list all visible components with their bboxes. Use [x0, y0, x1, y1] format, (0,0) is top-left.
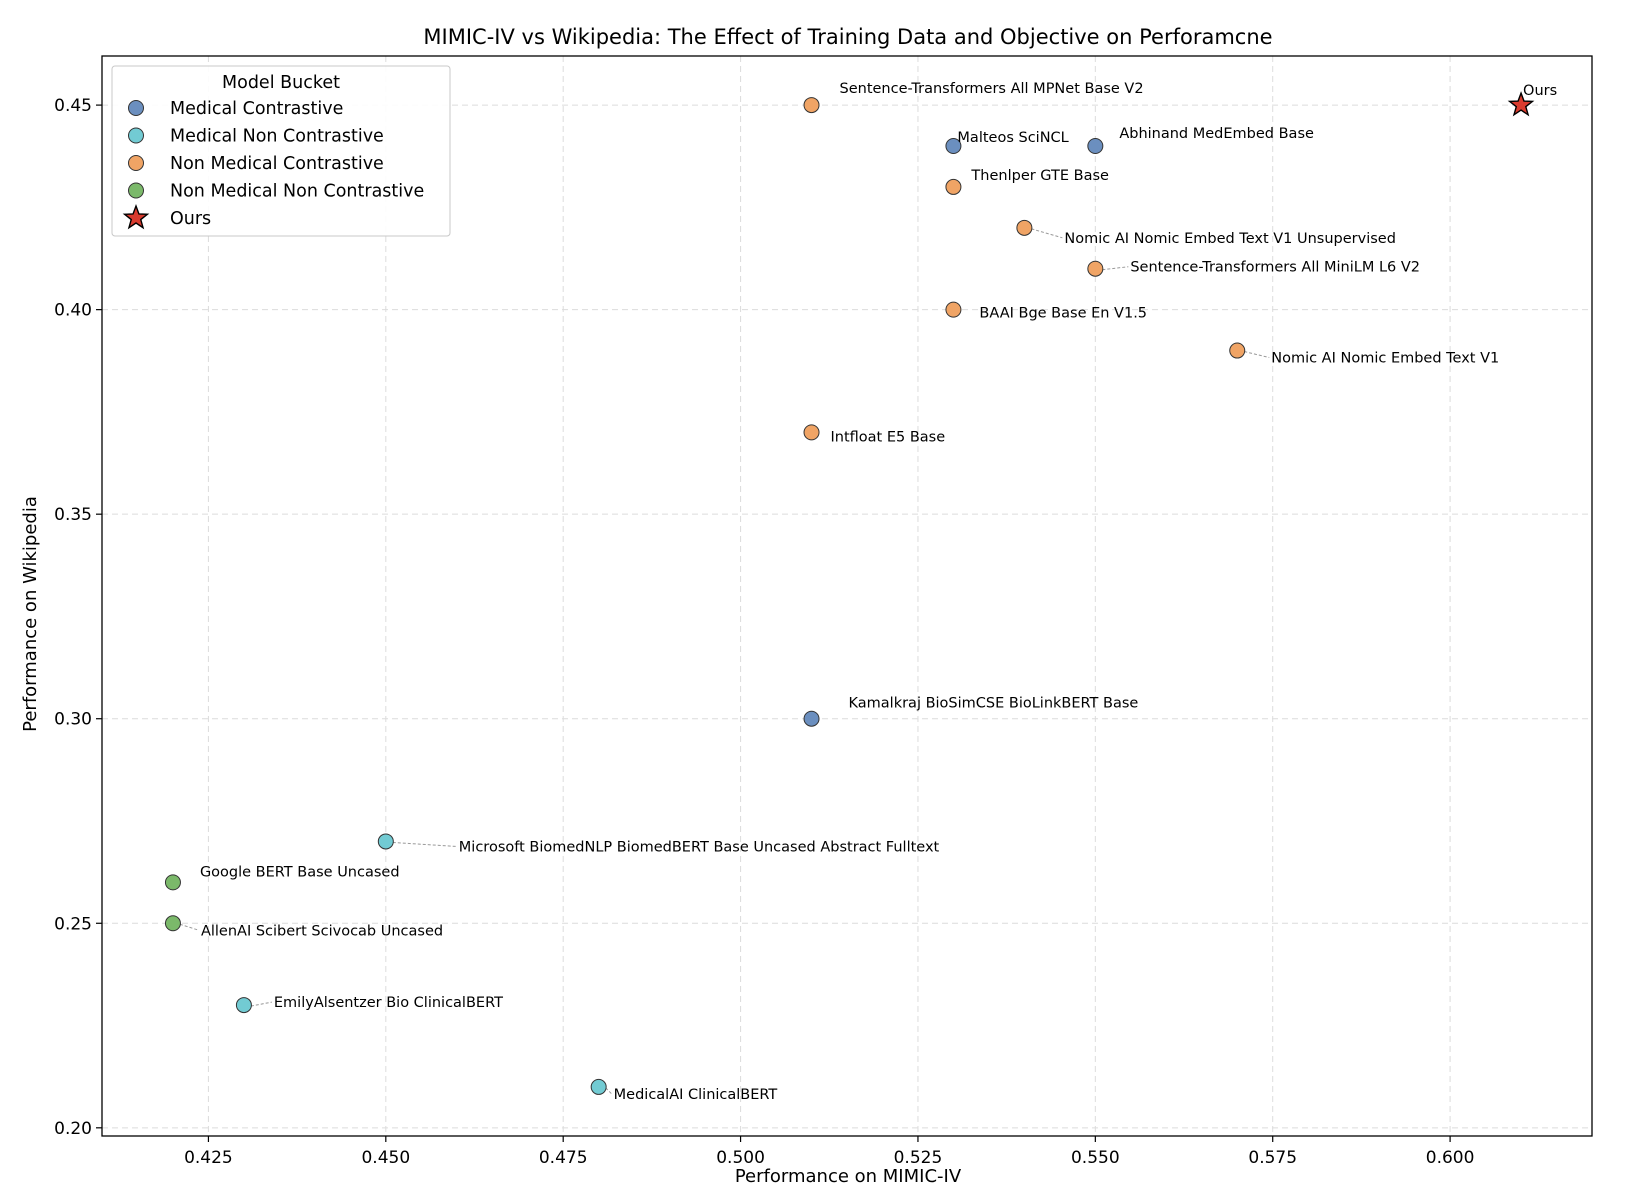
legend-entry-label: Ours: [170, 209, 211, 229]
point-label: Malteos SciNCL: [957, 130, 1068, 146]
label-leader-line: [1244, 351, 1270, 359]
point-label: Sentence-Transformers All MiniLM L6 V2: [1130, 260, 1420, 276]
y-tick-label: 0.25: [54, 914, 92, 934]
point-label: Sentence-Transformers All MPNet Base V2: [840, 81, 1144, 97]
label-leaders: [179, 228, 1270, 1095]
x-axis-label: Performance on MIMIC-IV: [735, 1166, 962, 1187]
point-label: Nomic AI Nomic Embed Text V1: [1271, 351, 1499, 367]
point-label: Nomic AI Nomic Embed Text V1 Unsupervise…: [1064, 231, 1396, 247]
x-tick-label: 0.425: [184, 1148, 233, 1168]
legend-entry-label: Medical Contrastive: [170, 99, 343, 119]
data-point: [164, 874, 181, 891]
x-tick-label: 0.525: [894, 1148, 943, 1168]
point-label: MedicalAI ClinicalBERT: [614, 1087, 778, 1103]
label-leader-line: [605, 1087, 613, 1095]
legend-marker-star: [122, 203, 150, 230]
legend-entry-label: Non Medical Contrastive: [170, 154, 384, 174]
point-label: Abhinand MedEmbed Base: [1119, 126, 1314, 142]
point-label: Microsoft BiomedNLP BiomedBERT Base Unca…: [459, 839, 940, 855]
point-label: AllenAI Scibert Scivocab Uncased: [201, 923, 443, 939]
point-label: Intfloat E5 Base: [831, 429, 946, 445]
data-point: [164, 915, 181, 932]
legend-box: [111, 65, 451, 237]
y-tick-label: 0.40: [54, 301, 92, 321]
y-axis-ticks: 0.20 0.25 0.30 0.35 0.40 0.45: [54, 96, 102, 1139]
y-tick-label: 0.35: [54, 505, 92, 525]
x-tick-label: 0.575: [1248, 1148, 1297, 1168]
data-points: [164, 91, 1535, 1095]
data-point: [1087, 138, 1104, 154]
data-point: [590, 1078, 607, 1095]
data-point: [1229, 342, 1246, 359]
legend: Model Bucket Medical Contrastive Medical …: [111, 65, 451, 237]
x-tick-label: 0.450: [361, 1148, 410, 1168]
label-leader-line: [1102, 266, 1129, 271]
plot-frame: [101, 55, 1593, 1137]
y-axis-label: Performance on Wikipedia: [20, 496, 41, 732]
label-leader-line: [392, 841, 457, 847]
point-label: BAAI Bge Base En V1.5: [979, 306, 1147, 322]
grid: [102, 56, 1592, 1136]
x-tick-label: 0.475: [539, 1148, 588, 1168]
legend-marker: [128, 127, 144, 144]
data-point: [1016, 219, 1033, 236]
x-tick-label: 0.600: [1426, 1148, 1475, 1168]
x-tick-label: 0.500: [716, 1148, 765, 1168]
point-label: Thenlper GTE Base: [970, 168, 1109, 184]
chart-title: MIMIC-IV vs Wikipedia: The Effect of Tra…: [423, 25, 1272, 49]
legend-title: Model Bucket: [222, 73, 340, 93]
point-label: Ours: [1523, 83, 1557, 99]
label-leader-line: [179, 923, 200, 931]
y-tick-label: 0.45: [54, 96, 92, 116]
data-point: [945, 138, 962, 154]
data-point: [803, 710, 820, 727]
point-label: EmilyAlsentzer Bio ClinicalBERT: [274, 995, 503, 1011]
data-point: [803, 97, 820, 114]
legend-marker: [128, 100, 144, 116]
data-point-star: [1507, 91, 1535, 117]
legend-marker: [128, 182, 144, 199]
data-point: [803, 424, 820, 441]
y-tick-label: 0.20: [54, 1119, 92, 1139]
legend-marker: [128, 155, 144, 171]
data-point: [235, 997, 252, 1014]
point-label: Google BERT Base Uncased: [200, 864, 400, 880]
point-labels: Malteos SciNCL Abhinand MedEmbed Base Kama…: [200, 81, 1557, 1103]
point-label: Kamalkraj BioSimCSE BioLinkBERT Base: [849, 696, 1139, 712]
label-leader-line: [250, 1001, 272, 1007]
data-point: [377, 833, 394, 850]
legend-entry-label: Non Medical Non Contrastive: [170, 182, 424, 202]
data-point: [945, 178, 962, 195]
data-point: [945, 301, 962, 318]
data-point: [1087, 260, 1104, 277]
y-tick-label: 0.30: [54, 710, 92, 730]
legend-entry-label: Medical Non Contrastive: [170, 127, 384, 147]
x-axis-ticks: 0.425 0.450 0.475 0.500 0.525 0.550 0.575 0.600: [184, 1136, 1474, 1168]
label-leader-line: [1031, 228, 1063, 239]
x-tick-label: 0.550: [1071, 1148, 1120, 1168]
